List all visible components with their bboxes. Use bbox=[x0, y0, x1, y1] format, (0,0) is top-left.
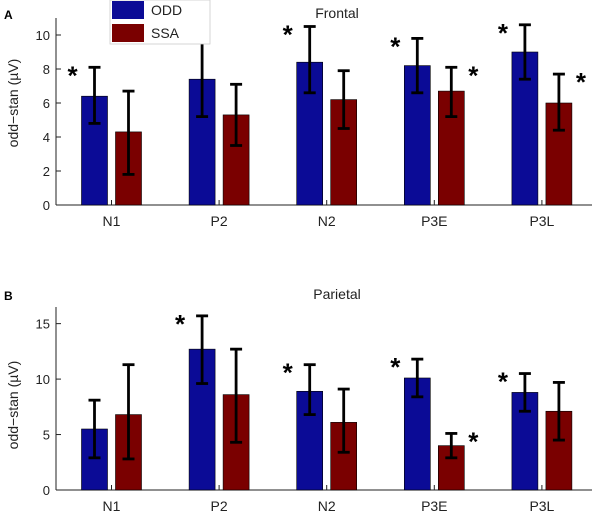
legend-label-odd: ODD bbox=[151, 2, 182, 18]
legend-label-ssa: SSA bbox=[151, 25, 180, 41]
significance-star: * bbox=[498, 18, 509, 48]
y-tick-label: 8 bbox=[43, 62, 50, 77]
significance-star: * bbox=[576, 67, 587, 97]
x-tick-label-p3l: P3L bbox=[529, 213, 554, 229]
significance-star: * bbox=[390, 31, 401, 61]
y-tick-label: 15 bbox=[36, 317, 50, 332]
parietal-title: Parietal bbox=[313, 286, 360, 302]
legend-swatch-ssa bbox=[112, 24, 144, 42]
y-tick-label: 4 bbox=[43, 130, 50, 145]
significance-star: * bbox=[67, 60, 78, 90]
y-tick-label: 0 bbox=[43, 483, 50, 498]
x-tick-label-n1: N1 bbox=[103, 498, 121, 513]
x-tick-label-p2: P2 bbox=[211, 213, 228, 229]
x-tick-label-p3e: P3E bbox=[421, 213, 447, 229]
panel-label-a: A bbox=[4, 8, 13, 22]
x-tick-label-n2: N2 bbox=[318, 498, 336, 513]
bar-odd-p2 bbox=[188, 78, 216, 206]
x-tick-label-p3e: P3E bbox=[421, 498, 447, 513]
y-tick-label: 2 bbox=[43, 164, 50, 179]
x-tick-label-p3l: P3L bbox=[529, 498, 554, 513]
y-tick-label: 6 bbox=[43, 96, 50, 111]
significance-star: * bbox=[283, 20, 294, 50]
x-tick-label-n2: N2 bbox=[318, 213, 336, 229]
frontal-plot-area: 0 2 4 6 8 10 N1 * P2 N2 * P3E * * P3L * * bbox=[36, 18, 592, 229]
legend: ODD SSA bbox=[109, 0, 211, 45]
panel-label-b: B bbox=[4, 289, 13, 303]
y-tick-label: 5 bbox=[43, 428, 50, 443]
significance-star: * bbox=[175, 309, 186, 339]
significance-star: * bbox=[468, 60, 479, 90]
y-tick-label: 10 bbox=[36, 372, 50, 387]
x-tick-label-n1: N1 bbox=[103, 213, 121, 229]
x-tick-label-p2: P2 bbox=[211, 498, 228, 513]
significance-star: * bbox=[498, 367, 509, 397]
parietal-y-axis-label: odd−stan (µV) bbox=[5, 361, 21, 450]
significance-star: * bbox=[468, 426, 479, 456]
parietal-panel: B Parietal odd−stan (µV) 0 5 10 15 N1 P2 * N2 * P… bbox=[4, 286, 592, 513]
y-tick-label: 0 bbox=[43, 198, 50, 213]
significance-star: * bbox=[283, 358, 294, 388]
significance-star: * bbox=[390, 352, 401, 382]
frontal-title: Frontal bbox=[315, 5, 359, 21]
y-tick-label: 10 bbox=[36, 28, 50, 43]
frontal-panel: A Frontal odd−stan (µV) 0 2 4 6 8 10 N1 * P2 N2 * P… bbox=[4, 5, 592, 229]
parietal-plot-area: 0 5 10 15 N1 P2 * N2 * P3E * * P3L * bbox=[36, 307, 592, 513]
frontal-y-axis-label: odd−stan (µV) bbox=[5, 59, 21, 148]
legend-swatch-odd bbox=[112, 1, 144, 19]
